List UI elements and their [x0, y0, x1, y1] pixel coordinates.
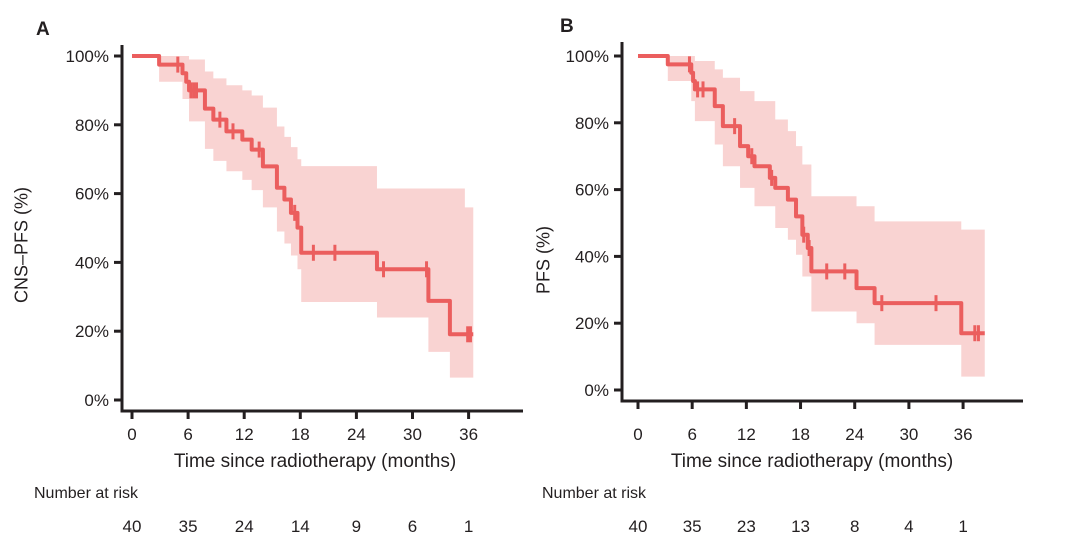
number-at-risk-value: 23 [737, 517, 756, 536]
number-at-risk-value: 6 [408, 517, 417, 536]
panel-a-x-axis-title: Time since radiotherapy (months) [173, 451, 457, 472]
survival-curve [132, 54, 474, 337]
panel-b-y-axis-title-text: PFS (%) [533, 225, 554, 295]
y-tick-label: 100% [566, 47, 609, 66]
panel-a-y-axis-title-text: CNS–PFS (%) [11, 186, 32, 304]
x-tick-label: 0 [127, 425, 136, 444]
confidence-band [667, 56, 985, 377]
x-tick-label: 24 [845, 425, 864, 444]
y-tick-label: 60% [575, 181, 609, 200]
x-tick-label: 6 [687, 425, 696, 444]
x-tick-label: 30 [899, 425, 918, 444]
y-tick-label: 100% [66, 47, 109, 66]
confidence-band [159, 56, 474, 378]
y-tick-label: 80% [75, 116, 109, 135]
number-at-risk-value: 40 [629, 517, 648, 536]
y-tick-label: 60% [75, 185, 109, 204]
panel-b-number-at-risk-label: Number at risk [542, 485, 647, 502]
x-tick-label: 24 [347, 425, 366, 444]
y-tick-label: 40% [75, 253, 109, 272]
number-at-risk-value: 35 [683, 517, 702, 536]
survival-curve [638, 54, 985, 336]
y-tick-label: 0% [84, 391, 109, 410]
number-at-risk-value: 1 [464, 517, 473, 536]
x-tick-label: 36 [459, 425, 478, 444]
panel-a: 0% 20% 40% 60% 80% 100% 0 6 12 18 24 30 36 40 35 24 14 9 6… [66, 45, 523, 536]
number-at-risk-value: 24 [235, 517, 254, 536]
number-at-risk-value: 35 [179, 517, 198, 536]
panel-b: 0% 20% 40% 60% 80% 100% 0 6 12 18 24 30 36 40 35 23 13 8 4… [566, 42, 1023, 536]
number-at-risk-value: 13 [791, 517, 810, 536]
x-tick-label: 12 [737, 425, 756, 444]
x-tick-label: 36 [954, 425, 973, 444]
y-tick-label: 0% [584, 381, 609, 400]
number-at-risk-value: 14 [291, 517, 310, 536]
x-tick-label: 0 [633, 425, 642, 444]
x-tick-label: 18 [791, 425, 810, 444]
x-tick-label: 12 [235, 425, 254, 444]
y-tick-label: 40% [575, 247, 609, 266]
y-tick-label: 20% [75, 322, 109, 341]
x-tick-label: 6 [183, 425, 192, 444]
y-tick-label: 20% [575, 314, 609, 333]
panel-b-x-axis-title: Time since radiotherapy (months) [670, 451, 954, 472]
x-tick-label: 30 [403, 425, 422, 444]
number-at-risk-value: 4 [904, 517, 913, 536]
number-at-risk-value: 1 [958, 517, 967, 536]
x-tick-label: 18 [291, 425, 310, 444]
panel-b-label: B [560, 16, 574, 37]
number-at-risk-value: 9 [352, 517, 361, 536]
panel-a-number-at-risk-label: Number at risk [34, 485, 139, 502]
number-at-risk-value: 8 [850, 517, 859, 536]
number-at-risk-value: 40 [123, 517, 142, 536]
panel-a-label: A [36, 19, 50, 40]
y-tick-label: 80% [575, 114, 609, 133]
